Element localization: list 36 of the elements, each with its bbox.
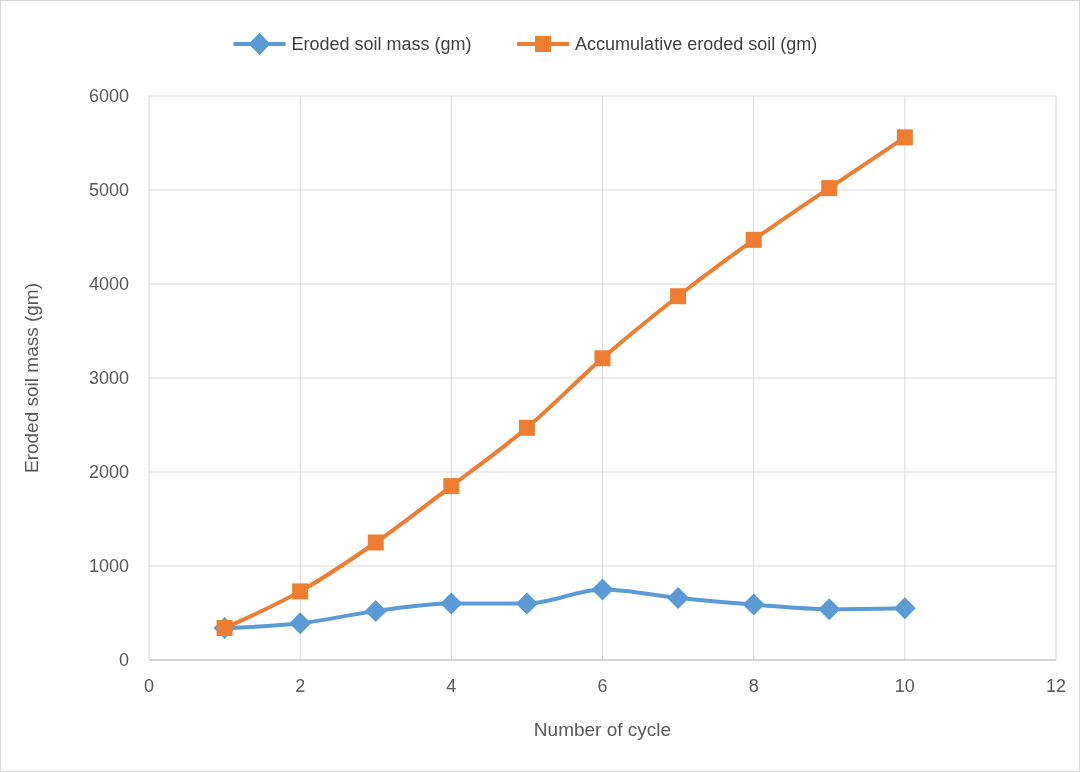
x-tick-label: 8 bbox=[748, 676, 759, 696]
x-tick-label: 6 bbox=[597, 676, 608, 696]
point bbox=[821, 180, 838, 197]
point bbox=[745, 231, 762, 248]
point bbox=[518, 419, 535, 436]
point bbox=[515, 592, 538, 615]
point bbox=[364, 600, 387, 623]
x-tick-label: 12 bbox=[1045, 676, 1067, 696]
y-tick-label: 3000 bbox=[88, 368, 129, 388]
x-axis-title: Number of cycle bbox=[533, 719, 672, 740]
point bbox=[594, 350, 611, 367]
y-axis-title: Eroded soil mass (gm) bbox=[21, 282, 42, 474]
x-tick-label: 10 bbox=[894, 676, 915, 696]
legend-label: Eroded soil mass (gm) bbox=[291, 34, 472, 54]
y-tick-label: 6000 bbox=[88, 86, 129, 106]
x-tick-label: 0 bbox=[143, 676, 155, 696]
point bbox=[292, 583, 309, 600]
point bbox=[367, 534, 384, 551]
point bbox=[670, 288, 687, 305]
point bbox=[440, 592, 463, 615]
point bbox=[591, 578, 614, 601]
point bbox=[667, 586, 690, 609]
y-tick-label: 2000 bbox=[88, 462, 129, 482]
x-tick-label: 4 bbox=[446, 676, 457, 696]
point bbox=[289, 612, 312, 635]
y-tick-label: 4000 bbox=[88, 274, 129, 294]
y-tick-label: 5000 bbox=[88, 180, 129, 200]
y-tick-label: 1000 bbox=[88, 556, 129, 576]
point bbox=[818, 598, 841, 621]
point bbox=[896, 129, 913, 146]
point bbox=[443, 478, 460, 495]
legend-label: Accumulative eroded soil (gm) bbox=[575, 34, 818, 54]
x-tick-label: 2 bbox=[295, 676, 306, 696]
point bbox=[742, 593, 765, 616]
y-tick-label: 0 bbox=[118, 650, 129, 670]
point bbox=[893, 597, 916, 620]
